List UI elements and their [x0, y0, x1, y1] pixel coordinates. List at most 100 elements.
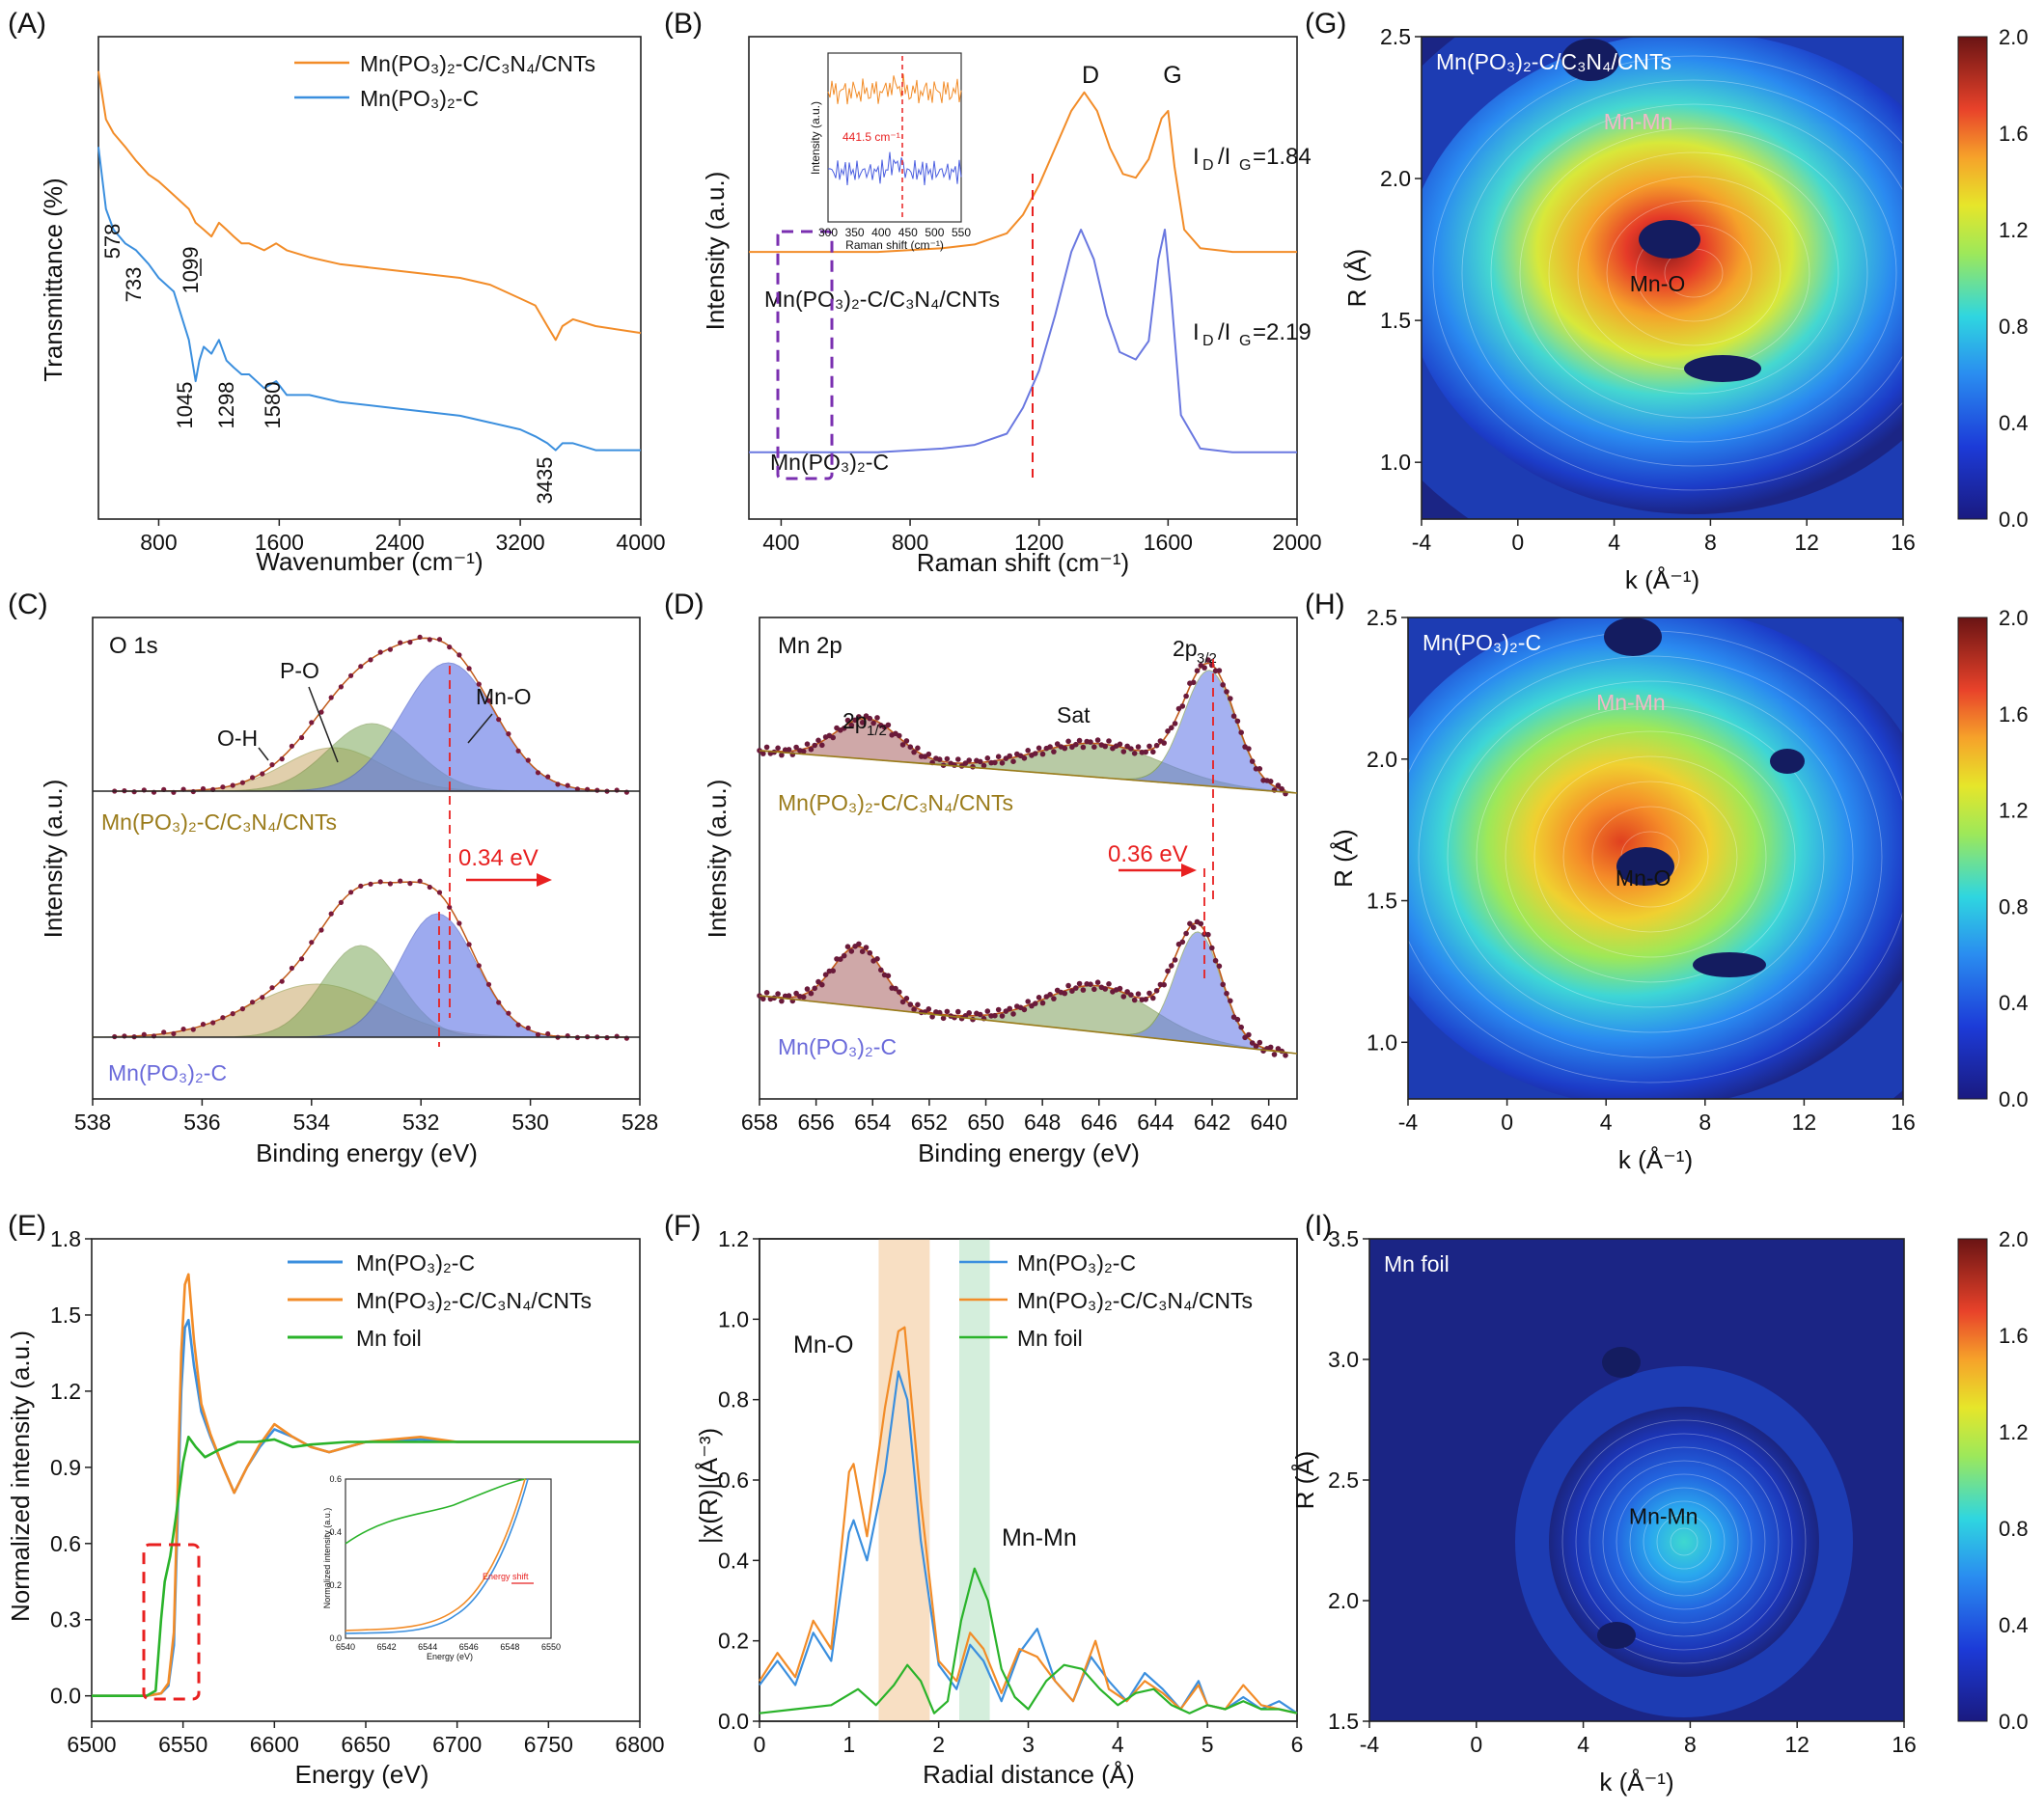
data-point	[1094, 737, 1101, 743]
data-point	[867, 949, 873, 956]
data-point	[848, 948, 855, 954]
data-point	[1198, 920, 1204, 927]
x-axis-label: Energy (eV)	[295, 1760, 429, 1789]
data-point	[1106, 738, 1112, 744]
y-tick-label: 1.2	[718, 1226, 749, 1251]
y-tick-label: 0.0	[50, 1684, 81, 1709]
data-point	[1117, 741, 1123, 748]
data-point	[897, 732, 902, 739]
data-point	[1036, 745, 1042, 752]
data-point	[925, 1006, 932, 1012]
panel-title: O 1s	[109, 633, 158, 659]
ratio-label: /I	[1218, 144, 1230, 170]
data-point	[171, 1030, 177, 1036]
data-point	[427, 884, 432, 891]
data-point	[1187, 920, 1193, 927]
colorbar	[1957, 1238, 1988, 1722]
data-point	[1131, 997, 1138, 1003]
x-tick-label: 654	[854, 1110, 892, 1135]
x-tick-label: 0	[1470, 1732, 1482, 1757]
data-point	[1039, 1000, 1046, 1006]
inset-tick-label: 550	[952, 226, 971, 239]
y-axis-label: Intensity (a.u.)	[701, 172, 730, 331]
x-tick-label: 0	[754, 1732, 766, 1757]
legend-entry: Mn(PO₃)₂-C/C₃N₄/CNTs	[360, 51, 595, 76]
data-point	[1021, 1006, 1028, 1013]
data-point	[1216, 963, 1223, 970]
peak-annotation: 733	[122, 267, 146, 303]
legend-entry: Mn(PO₃)₂-C	[356, 1250, 475, 1275]
data-point	[1091, 744, 1097, 750]
inset-tick-label: 6544	[418, 1642, 437, 1652]
annotation-arrow	[467, 713, 493, 744]
data-point	[1153, 988, 1160, 994]
contour-line	[1562, 781, 1738, 933]
plot-frame	[759, 617, 1298, 1100]
highlight-band	[959, 1239, 990, 1721]
feature-label: Mn-Mn	[1629, 1504, 1699, 1529]
peak-annotation: Mn-O	[476, 684, 532, 709]
peak-annotation: 2p	[1173, 636, 1198, 661]
data-point	[447, 904, 453, 910]
x-tick-label: -4	[1398, 1110, 1419, 1135]
peak-annotation-sub: 3/2	[1197, 650, 1217, 667]
heatmap	[1408, 617, 1903, 1099]
colorbar	[1957, 617, 1988, 1100]
inset-x-label: Energy (eV)	[427, 1652, 473, 1661]
panel-letter: (C)	[8, 589, 48, 620]
colorbar-tick-label: 1.6	[1999, 122, 2029, 146]
colorbar-tick-label: 2.0	[1999, 25, 2029, 49]
data-point	[1124, 989, 1130, 995]
data-point	[377, 879, 383, 885]
x-tick-label: 536	[183, 1110, 220, 1135]
data-point	[250, 1000, 256, 1005]
data-point	[161, 1029, 167, 1035]
x-tick-label: 650	[967, 1110, 1004, 1135]
data-point	[915, 745, 921, 752]
y-tick-label: 1.2	[50, 1379, 81, 1404]
inset-tick-label: 0.2	[329, 1580, 342, 1590]
data-point	[456, 920, 462, 926]
series-line	[759, 1326, 1298, 1714]
data-point	[955, 1008, 961, 1015]
data-point	[885, 722, 892, 728]
colorbar-tick-label: 0.0	[1999, 1710, 2029, 1734]
data-point	[368, 881, 373, 887]
data-point	[1150, 995, 1156, 1001]
data-point	[903, 738, 910, 744]
x-tick-label: 532	[402, 1110, 439, 1135]
heatmap-dark-spot	[1602, 1347, 1641, 1378]
legend: Mn(PO₃)₂-C Mn(PO₃)₂-C/C₃N₄/CNTs Mn foil	[288, 1250, 592, 1351]
data-point	[966, 757, 972, 763]
data-point	[447, 644, 453, 650]
data-point	[1165, 968, 1171, 974]
heatmap-blob	[1549, 1407, 1819, 1677]
x-tick-label: 8	[1699, 1110, 1711, 1135]
data-point	[1183, 930, 1189, 937]
data-point	[535, 1031, 541, 1037]
series-line	[97, 70, 642, 342]
shift-annotation: 0.36 eV	[1108, 841, 1188, 867]
data-point	[1253, 1043, 1259, 1050]
peak-annotation: P-O	[280, 658, 319, 683]
annotation-arrow	[308, 686, 339, 763]
data-point	[476, 963, 482, 969]
data-point	[1249, 1040, 1256, 1046]
y-tick-label: 0.0	[718, 1709, 749, 1734]
y-axis-label: R (Å)	[1329, 829, 1358, 888]
baseline	[759, 995, 1298, 1055]
panel-C: 538 536 534 532 530 528 Binding energy (eV) Int…	[39, 617, 658, 1167]
data-point	[1033, 751, 1038, 756]
data-point	[779, 998, 785, 1004]
data-point	[1169, 725, 1174, 731]
inset-series-line	[827, 151, 962, 186]
panel-letter: (F)	[664, 1210, 701, 1242]
x-tick-label: -4	[1360, 1732, 1380, 1757]
contour-line	[1670, 1527, 1699, 1556]
data-point	[260, 771, 265, 777]
data-point	[200, 1022, 207, 1028]
data-point	[893, 985, 898, 992]
contour-line	[1461, 79, 1903, 467]
y-tick-label: 0.6	[50, 1531, 81, 1556]
series-name: Mn(PO₃)₂-C/C₃N₄/CNTs	[101, 809, 337, 835]
